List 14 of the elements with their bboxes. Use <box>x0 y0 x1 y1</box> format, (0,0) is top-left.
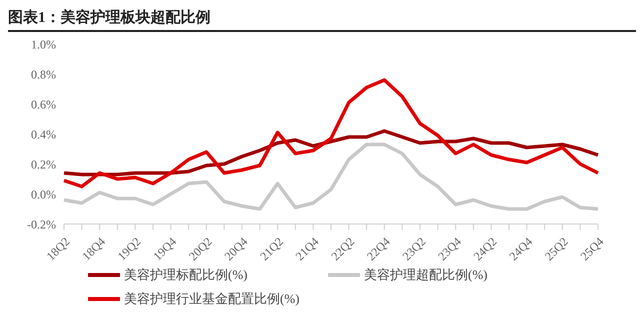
y-tick-label: 0.0% <box>31 187 56 202</box>
y-tick-label: 0.6% <box>31 97 56 112</box>
y-tick-label: 0.4% <box>31 127 56 142</box>
line-series <box>62 78 600 188</box>
line-series <box>62 142 600 211</box>
y-tick-label: 1.0% <box>31 37 56 52</box>
chart-title: 图表1：美容护理板块超配比例 <box>8 8 636 32</box>
legend-label: 美容护理行业基金配置比例(%) <box>124 290 300 308</box>
y-tick-label: 0.2% <box>31 157 56 172</box>
legend-label: 美容护理标配比例(%) <box>124 266 248 284</box>
legend-label: 美容护理超配比例(%) <box>364 266 488 284</box>
y-tick-label: 0.8% <box>31 67 56 82</box>
line-series <box>62 129 600 176</box>
y-tick-label: -0.2% <box>27 217 56 232</box>
